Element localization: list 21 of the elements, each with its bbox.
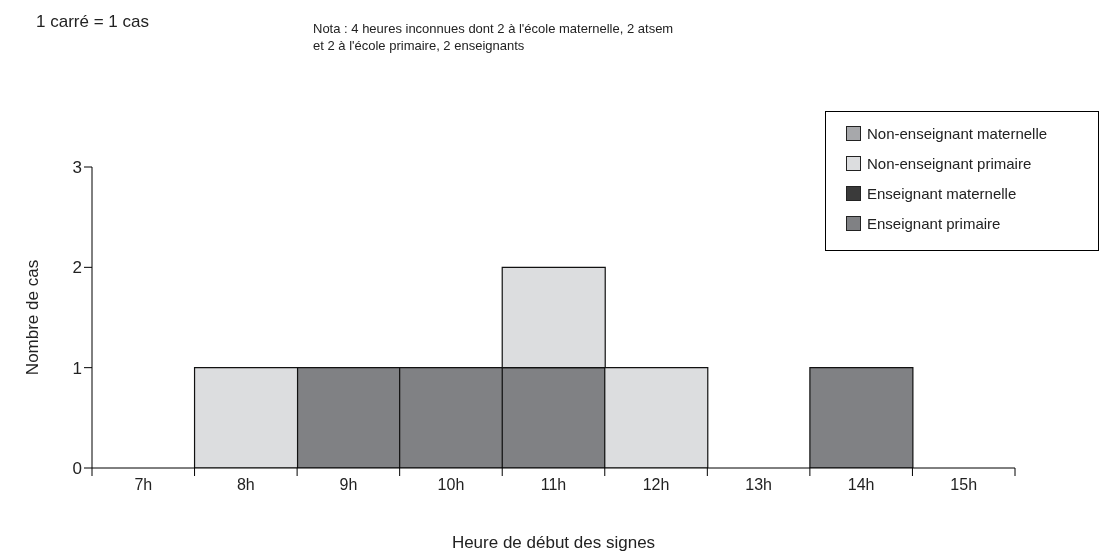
y-tick-label: 0 [72, 459, 82, 479]
x-tick-label: 9h [339, 476, 358, 493]
y-tick-label: 3 [72, 158, 82, 178]
x-tick-label: 8h [236, 476, 255, 493]
y-tick-label: 1 [72, 358, 82, 378]
x-tick-label: 13h [745, 476, 772, 493]
legend-label: Non-enseignant maternelle [867, 124, 1048, 142]
x-axis-title: Heure de début des signes [451, 533, 656, 553]
y-tick-label: 2 [72, 258, 82, 278]
x-tick-label: 10h [437, 476, 465, 493]
text: Nota : 4 heures inconnues dont 2 à l'école maternelle, 2 atsem et 2 à l'école primaire, 2 enseignants [313, 20, 674, 54]
y-axis-title: Nombre de cas [23, 259, 43, 376]
x-tick-label: 7h [134, 476, 153, 493]
x-tick-label: 15h [950, 476, 978, 493]
x-tick-label: 12h [642, 476, 670, 493]
x-tick-label: 14h [847, 476, 875, 493]
text: 1 carré = 1 cas [36, 12, 149, 32]
legend-label: Enseignant primaire [867, 214, 1001, 232]
legend-label: Non-enseignant primaire [867, 154, 1032, 172]
x-tick-label: 11h [540, 476, 567, 493]
legend-label: Enseignant maternelle [867, 184, 1017, 202]
